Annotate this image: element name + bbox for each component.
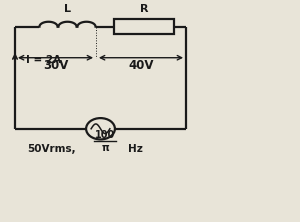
Text: 50Vrms,: 50Vrms, [27, 144, 76, 154]
Text: π: π [101, 143, 109, 153]
Text: R: R [140, 4, 148, 14]
Text: 30V: 30V [43, 59, 68, 72]
Text: 40V: 40V [128, 59, 154, 72]
Text: Hz: Hz [128, 144, 143, 154]
Text: 100: 100 [95, 130, 115, 140]
Bar [114, 20, 174, 34]
Text: L: L [64, 4, 71, 14]
Text: I = 2A: I = 2A [26, 55, 61, 65]
